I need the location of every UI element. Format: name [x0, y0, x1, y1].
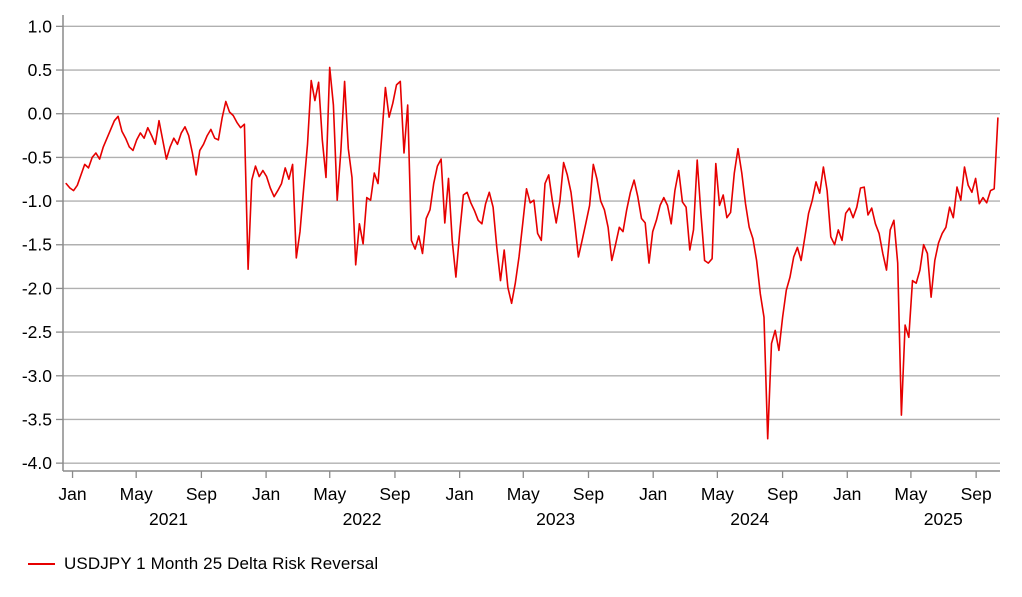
x-tick-label: May: [507, 484, 540, 504]
y-tick-label: 0.0: [28, 104, 53, 124]
legend: USDJPY 1 Month 25 Delta Risk Reversal: [28, 554, 378, 574]
year-label: 2025: [924, 509, 963, 529]
x-tick-label: May: [120, 484, 153, 504]
y-tick-label: -1.0: [22, 191, 52, 211]
x-tick-label: Jan: [833, 484, 861, 504]
x-tick-label: May: [701, 484, 734, 504]
x-tick-label: Jan: [252, 484, 280, 504]
x-tick-label: Sep: [186, 484, 217, 504]
x-tick-label: May: [313, 484, 346, 504]
y-tick-label: -2.5: [22, 322, 52, 342]
y-tick-label: -0.5: [22, 147, 52, 167]
series-line: [65, 66, 999, 440]
x-tick-label: Sep: [767, 484, 798, 504]
y-tick-label: -1.5: [22, 235, 52, 255]
x-tick-label: Jan: [58, 484, 86, 504]
y-tick-label: 1.0: [28, 16, 53, 36]
x-tick-label: May: [894, 484, 927, 504]
y-tick-label: 0.5: [28, 60, 52, 80]
x-tick-label: Jan: [446, 484, 474, 504]
legend-label: USDJPY 1 Month 25 Delta Risk Reversal: [64, 554, 379, 573]
year-label: 2021: [149, 509, 188, 529]
x-tick-label: Sep: [379, 484, 410, 504]
year-label: 2024: [730, 509, 769, 529]
x-tick-label: Sep: [573, 484, 604, 504]
legend-line-swatch: [28, 563, 55, 565]
year-label: 2023: [536, 509, 575, 529]
year-label: 2022: [343, 509, 382, 529]
x-tick-label: Sep: [961, 484, 992, 504]
y-tick-label: -3.0: [22, 366, 52, 386]
y-tick-label: -4.0: [22, 453, 52, 473]
risk-reversal-line-chart: 1.0 0.5 0.0 -0.5 -1.0 -1.5 -2.0 -2.5 -3.0 -3.5 -4.…: [22, 15, 1000, 529]
y-tick-label: -3.5: [22, 409, 52, 429]
x-tick-label: Jan: [639, 484, 667, 504]
y-tick-label: -2.0: [22, 278, 52, 298]
